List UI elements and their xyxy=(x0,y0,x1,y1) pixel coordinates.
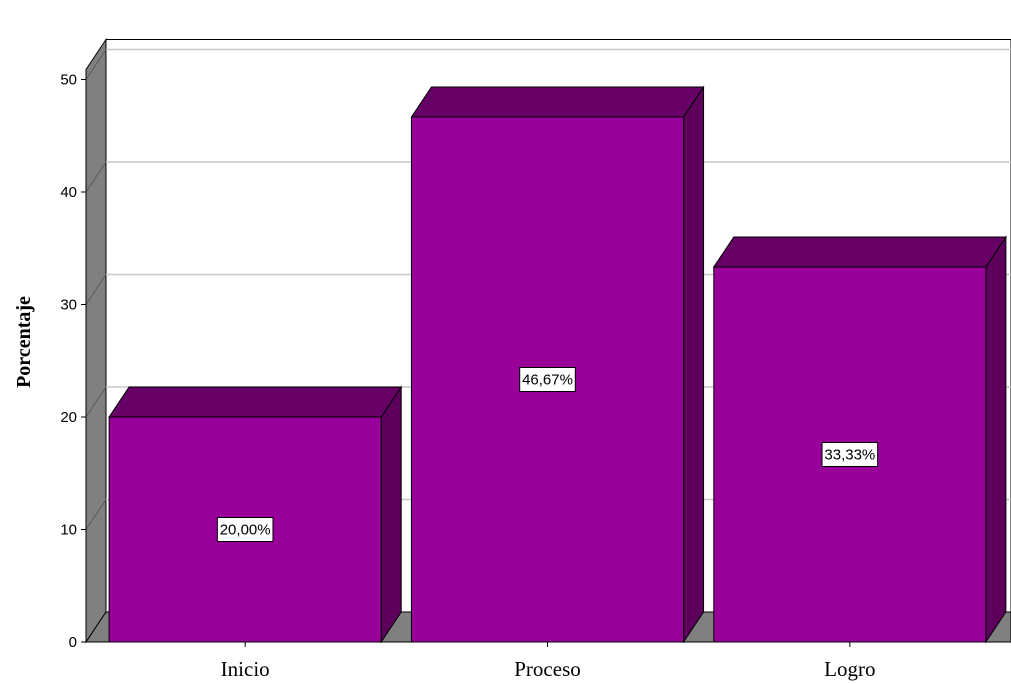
x-category-label: Inicio xyxy=(221,657,270,681)
bar: 33,33% xyxy=(712,235,1007,644)
bars: 20,00% 46,67% 33,33% xyxy=(108,85,1007,644)
bar-side xyxy=(380,385,402,644)
data-label: 46,67% xyxy=(522,371,573,388)
data-label: 20,00% xyxy=(220,522,271,539)
data-label-box xyxy=(519,366,576,392)
data-label-box xyxy=(216,517,274,542)
left-wall xyxy=(85,37,107,644)
data-label: 33,33% xyxy=(824,447,875,464)
y-tick-label: 30 xyxy=(60,297,77,314)
gridline-wall xyxy=(85,49,107,80)
x-axis-labels: Inicio Proceso Logro xyxy=(221,642,875,681)
y-axis-title: Porcentaje xyxy=(13,296,35,388)
y-tick-label: 40 xyxy=(60,184,77,201)
x-category-label: Proceso xyxy=(514,657,581,681)
bar: 46,67% xyxy=(410,85,705,644)
bar-side xyxy=(985,235,1007,644)
data-label-box xyxy=(821,442,879,468)
bar-top xyxy=(108,386,403,418)
y-tick-label: 20 xyxy=(60,409,77,426)
bar-side xyxy=(683,85,705,644)
bar: 20,00% xyxy=(108,385,403,644)
bar-top xyxy=(712,236,1007,268)
y-tick-label: 10 xyxy=(60,522,77,539)
y-tick-label: 50 xyxy=(60,72,77,89)
gridline-wall xyxy=(85,386,107,418)
y-tick-label: 0 xyxy=(69,634,77,651)
gridline-wall xyxy=(85,499,107,530)
bar-top xyxy=(410,86,705,118)
gridline-wall xyxy=(85,274,107,305)
x-category-label: Logro xyxy=(824,657,875,681)
gridline-wall xyxy=(85,161,107,193)
